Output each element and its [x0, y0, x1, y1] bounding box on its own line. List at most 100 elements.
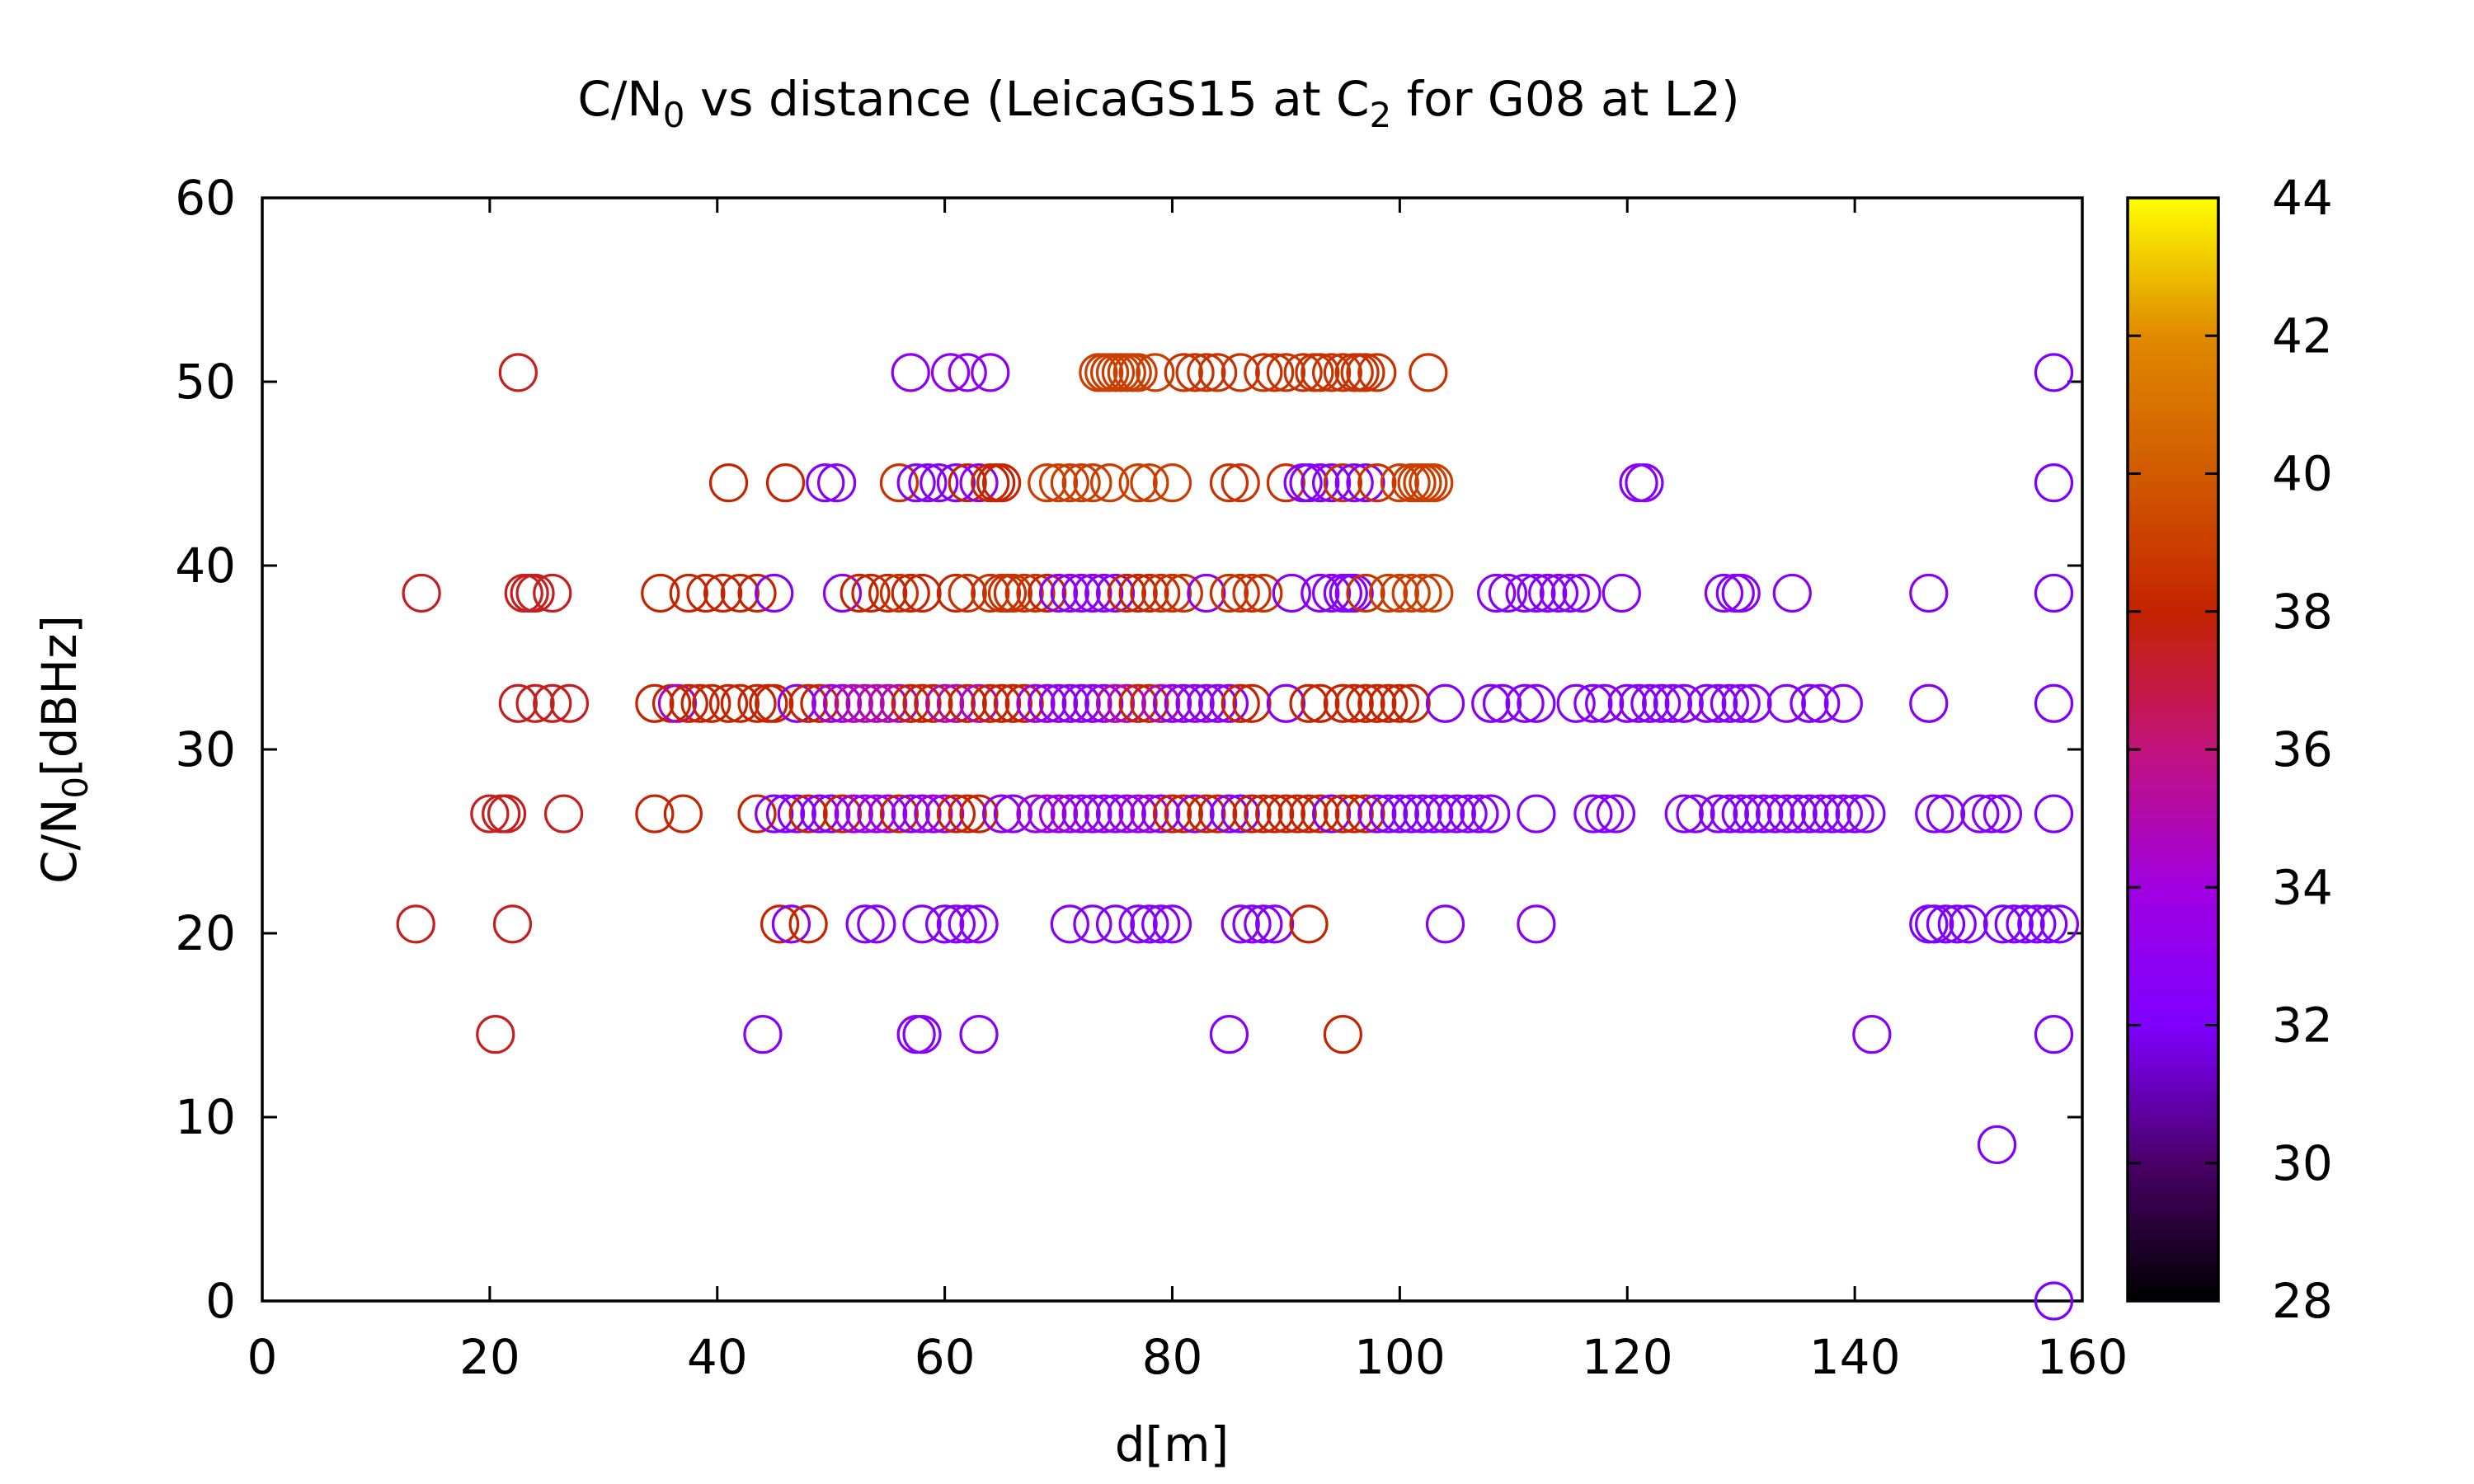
- data-point: [1221, 794, 1260, 834]
- data-point: [1607, 683, 1647, 723]
- data-point: [1004, 683, 1044, 723]
- data-point: [1107, 573, 1146, 613]
- data-point: [1221, 683, 1260, 723]
- data-point: [811, 683, 851, 723]
- data-point: [1323, 353, 1363, 392]
- data-point: [1073, 904, 1112, 944]
- data-point: [1357, 353, 1397, 392]
- data-point: [1232, 573, 1272, 613]
- data-point: [1130, 794, 1169, 834]
- data-point: [1266, 794, 1306, 834]
- y-tick-label: 40: [175, 538, 236, 594]
- data-point: [936, 463, 976, 503]
- data-point: [948, 683, 987, 723]
- data-point: [1517, 794, 1556, 834]
- data-point: [1403, 794, 1442, 834]
- data-point: [2029, 904, 2068, 944]
- data-point: [1835, 794, 1874, 834]
- data-point: [891, 794, 930, 834]
- data-point: [1926, 904, 1966, 944]
- data-point: [1391, 794, 1431, 834]
- data-point: [868, 573, 908, 613]
- data-point: [2034, 1281, 2074, 1321]
- data-point: [811, 794, 851, 834]
- data-point: [1209, 683, 1249, 723]
- data-point: [1266, 353, 1306, 392]
- data-point: [1755, 794, 1795, 834]
- y-tick-label: 10: [175, 1089, 236, 1145]
- data-point: [1016, 683, 1056, 723]
- data-point: [971, 353, 1010, 392]
- data-point: [1517, 573, 1556, 613]
- data-point: [1107, 683, 1146, 723]
- data-point: [1505, 573, 1545, 613]
- data-point: [1164, 683, 1203, 723]
- data-point: [1141, 794, 1181, 834]
- data-point: [1312, 573, 1352, 613]
- data-point: [896, 463, 936, 503]
- data-point: [1073, 794, 1112, 834]
- data-point: [1141, 683, 1181, 723]
- data-point: [879, 794, 920, 834]
- data-point: [1050, 794, 1089, 834]
- data-point: [720, 683, 760, 723]
- data-point: [737, 683, 777, 723]
- data-point: [857, 794, 896, 834]
- data-point: [993, 573, 1032, 613]
- data-point: [1346, 463, 1385, 503]
- data-point: [1221, 904, 1260, 944]
- data-point: [1095, 683, 1136, 723]
- axis-ticks: [261, 196, 2084, 1303]
- data-point: [1721, 794, 1761, 834]
- data-point: [1118, 463, 1158, 503]
- data-point: [1004, 573, 1044, 613]
- data-point: [1061, 794, 1101, 834]
- data-point: [1244, 573, 1283, 613]
- data-point: [914, 683, 953, 723]
- data-point: [1175, 683, 1215, 723]
- data-point: [2034, 353, 2074, 392]
- colorbar-ticks: 28 30 32 34 36 38 40 42 44: [2128, 170, 2333, 1329]
- data-point: [1368, 573, 1409, 613]
- data-point: [1790, 794, 1829, 834]
- data-point: [1334, 683, 1374, 723]
- data-point: [680, 683, 720, 723]
- data-point: [1425, 794, 1465, 834]
- data-point: [1585, 794, 1625, 834]
- data-point: [1300, 683, 1340, 723]
- data-point: [1095, 904, 1136, 944]
- data-point: [777, 794, 816, 834]
- data-point: [936, 683, 976, 723]
- data-point: [1699, 794, 1738, 834]
- data-point: [1198, 353, 1238, 392]
- data-point: [1255, 904, 1295, 944]
- data-point: [845, 794, 885, 834]
- data-point: [948, 573, 987, 613]
- data-point: [857, 904, 896, 944]
- data-point: [1357, 794, 1397, 834]
- x-tick-label: 140: [1809, 1329, 1901, 1385]
- data-point: [1357, 683, 1397, 723]
- data-point: [845, 904, 885, 944]
- data-point: [669, 683, 708, 723]
- data-point: [470, 794, 510, 834]
- data-point: [1266, 463, 1306, 503]
- data-point: [1471, 794, 1511, 834]
- colorbar-tick-label: 32: [2272, 998, 2333, 1054]
- data-point: [1323, 463, 1363, 503]
- data-point: [1596, 794, 1636, 834]
- data-point: [902, 683, 942, 723]
- data-point: [1801, 683, 1841, 723]
- data-point: [981, 683, 1022, 723]
- data-point: [1073, 573, 1112, 613]
- data-point: [1517, 683, 1556, 723]
- x-tick-label: 0: [247, 1329, 278, 1385]
- data-point: [1198, 683, 1238, 723]
- data-point: [834, 794, 873, 834]
- data-point: [981, 463, 1022, 503]
- data-point: [1488, 573, 1528, 613]
- x-tick-label: 160: [2037, 1329, 2128, 1385]
- data-point: [845, 683, 885, 723]
- data-point: [402, 573, 441, 613]
- data-point: [840, 573, 879, 613]
